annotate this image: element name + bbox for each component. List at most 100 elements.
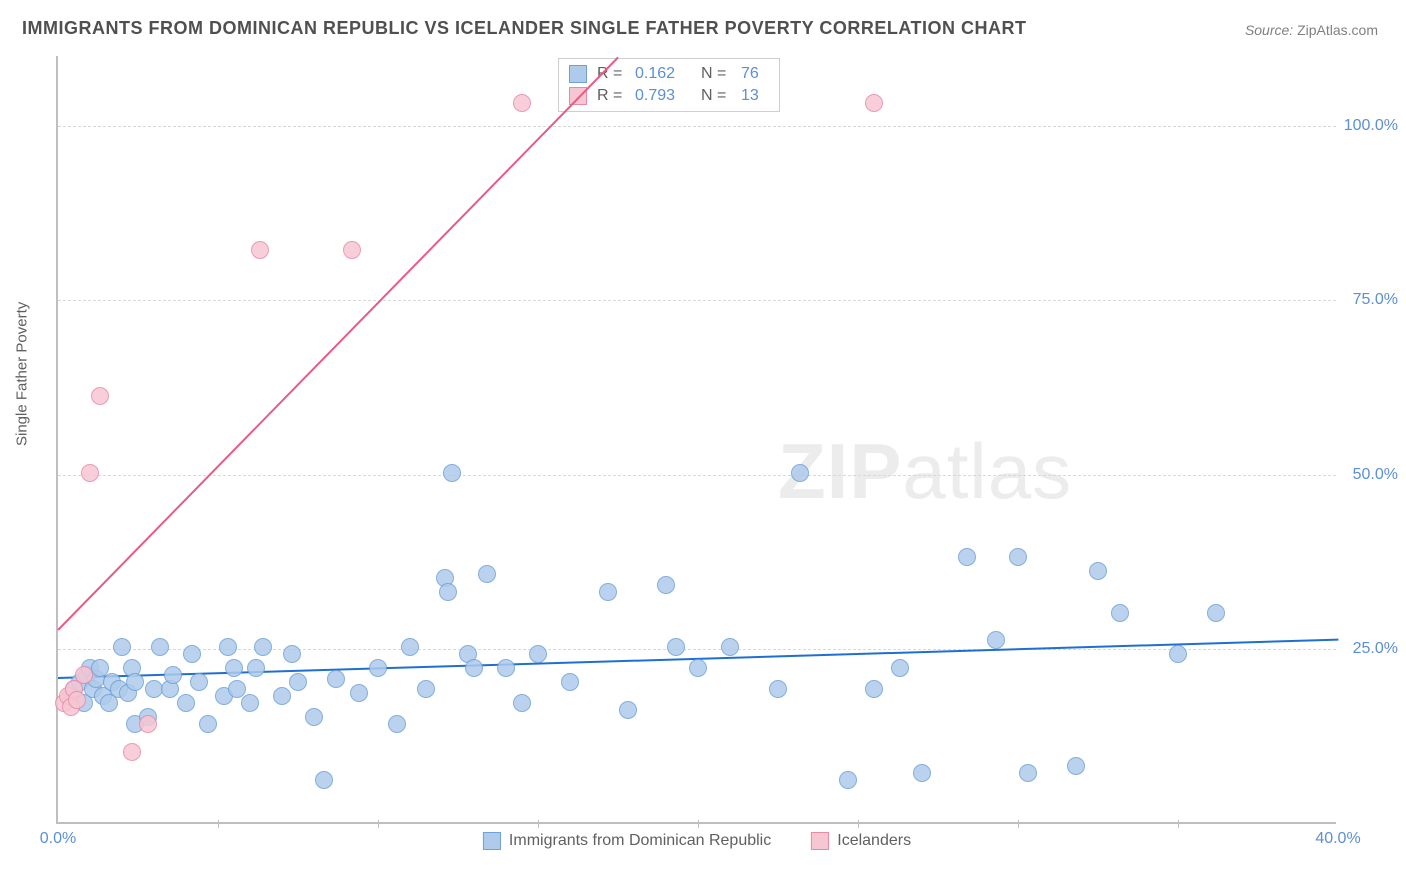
data-point-dominican — [1111, 604, 1129, 622]
r-label: R = — [597, 85, 625, 107]
x-minor-tick — [218, 820, 219, 828]
x-minor-tick — [858, 820, 859, 828]
data-point-dominican — [721, 638, 739, 656]
data-point-dominican — [619, 701, 637, 719]
n-value-icelander: 13 — [741, 85, 769, 107]
data-point-dominican — [113, 638, 131, 656]
source-attribution: Source: ZipAtlas.com — [1245, 22, 1378, 38]
data-point-dominican — [958, 548, 976, 566]
y-tick-label: 25.0% — [1353, 640, 1398, 658]
data-point-icelander — [81, 464, 99, 482]
data-point-dominican — [273, 687, 291, 705]
data-point-dominican — [183, 645, 201, 663]
legend-label-dominican: Immigrants from Dominican Republic — [509, 832, 771, 850]
data-point-icelander — [139, 715, 157, 733]
data-point-dominican — [1207, 604, 1225, 622]
data-point-dominican — [529, 645, 547, 663]
trend-line-icelander — [57, 56, 618, 630]
data-point-dominican — [151, 638, 169, 656]
source-label: Source: — [1245, 22, 1293, 38]
gridline-horizontal — [58, 300, 1336, 301]
x-tick-label: 40.0% — [1315, 830, 1360, 848]
y-tick-label: 75.0% — [1353, 291, 1398, 309]
data-point-dominican — [164, 666, 182, 684]
swatch-icelander — [811, 832, 829, 850]
data-point-dominican — [791, 464, 809, 482]
n-label: N = — [701, 85, 731, 107]
data-point-dominican — [126, 673, 144, 691]
data-point-dominican — [283, 645, 301, 663]
data-point-dominican — [497, 659, 515, 677]
source-value: ZipAtlas.com — [1297, 22, 1378, 38]
legend-item-icelander: Icelanders — [811, 832, 911, 850]
n-value-dominican: 76 — [741, 63, 769, 85]
gridline-horizontal — [58, 126, 1336, 127]
data-point-dominican — [667, 638, 685, 656]
data-point-dominican — [561, 673, 579, 691]
data-point-dominican — [247, 659, 265, 677]
data-point-dominican — [190, 673, 208, 691]
r-value-dominican: 0.162 — [635, 63, 691, 85]
data-point-dominican — [305, 708, 323, 726]
data-point-dominican — [225, 659, 243, 677]
data-point-dominican — [254, 638, 272, 656]
x-minor-tick — [1018, 820, 1019, 828]
data-point-dominican — [839, 771, 857, 789]
data-point-dominican — [327, 670, 345, 688]
data-point-dominican — [513, 694, 531, 712]
data-point-dominican — [1067, 757, 1085, 775]
swatch-dominican — [569, 65, 587, 83]
scatter-plot: ZIPatlas R = 0.162 N = 76 R = 0.793 N = … — [56, 56, 1336, 824]
data-point-dominican — [417, 680, 435, 698]
data-point-dominican — [689, 659, 707, 677]
data-point-dominican — [1009, 548, 1027, 566]
data-point-icelander — [91, 387, 109, 405]
x-minor-tick — [698, 820, 699, 828]
legend-row-icelander: R = 0.793 N = 13 — [569, 85, 769, 107]
data-point-icelander — [123, 743, 141, 761]
data-point-icelander — [251, 241, 269, 259]
data-point-dominican — [657, 576, 675, 594]
swatch-dominican — [483, 832, 501, 850]
x-tick-label: 0.0% — [40, 830, 76, 848]
data-point-dominican — [865, 680, 883, 698]
y-axis-title: Single Father Poverty — [14, 302, 31, 446]
n-label: N = — [701, 63, 731, 85]
data-point-dominican — [1019, 764, 1037, 782]
watermark-rest: atlas — [902, 427, 1072, 515]
data-point-icelander — [865, 94, 883, 112]
data-point-dominican — [315, 771, 333, 789]
data-point-dominican — [241, 694, 259, 712]
data-point-dominican — [1089, 562, 1107, 580]
watermark: ZIPatlas — [778, 426, 1072, 517]
gridline-horizontal — [58, 475, 1336, 476]
data-point-icelander — [513, 94, 531, 112]
r-value-icelander: 0.793 — [635, 85, 691, 107]
y-tick-label: 50.0% — [1353, 466, 1398, 484]
data-point-dominican — [350, 684, 368, 702]
data-point-dominican — [987, 631, 1005, 649]
data-point-icelander — [75, 666, 93, 684]
data-point-dominican — [388, 715, 406, 733]
data-point-dominican — [1169, 645, 1187, 663]
data-point-dominican — [769, 680, 787, 698]
data-point-dominican — [478, 565, 496, 583]
data-point-dominican — [891, 659, 909, 677]
data-point-dominican — [913, 764, 931, 782]
chart-title: IMMIGRANTS FROM DOMINICAN REPUBLIC VS IC… — [22, 18, 1027, 39]
legend-item-dominican: Immigrants from Dominican Republic — [483, 832, 771, 850]
legend-label-icelander: Icelanders — [837, 832, 911, 850]
data-point-dominican — [439, 583, 457, 601]
data-point-dominican — [443, 464, 461, 482]
data-point-icelander — [343, 241, 361, 259]
data-point-dominican — [369, 659, 387, 677]
y-tick-label: 100.0% — [1344, 117, 1398, 135]
x-minor-tick — [538, 820, 539, 828]
series-legend: Immigrants from Dominican Republic Icela… — [483, 832, 911, 850]
data-point-dominican — [599, 583, 617, 601]
data-point-icelander — [68, 691, 86, 709]
x-minor-tick — [1178, 820, 1179, 828]
data-point-dominican — [219, 638, 237, 656]
x-minor-tick — [378, 820, 379, 828]
data-point-dominican — [465, 659, 483, 677]
